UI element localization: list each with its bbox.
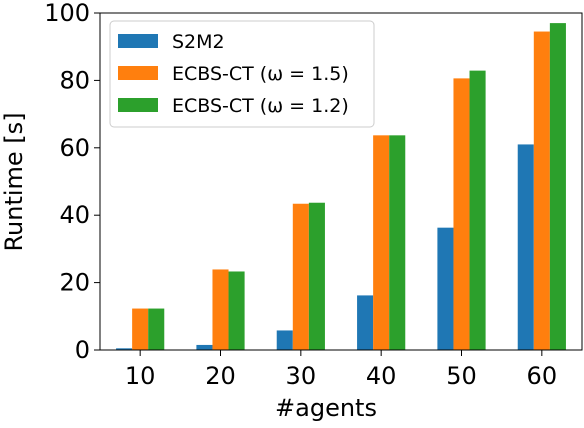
y-tick-label: 20 bbox=[59, 269, 90, 297]
x-tick-label: 50 bbox=[446, 362, 477, 390]
bar-s2m2-40 bbox=[357, 295, 373, 350]
bar-ecbs-ct-1-2--10 bbox=[148, 309, 164, 350]
y-tick-label: 100 bbox=[44, 0, 90, 27]
bar-s2m2-30 bbox=[277, 330, 293, 350]
bar-ecbs-ct-1-2--60 bbox=[550, 23, 566, 350]
bar-s2m2-50 bbox=[437, 228, 453, 350]
bar-ecbs-ct-1-5--50 bbox=[453, 78, 469, 350]
x-tick-label: 60 bbox=[527, 362, 558, 390]
bar-ecbs-ct-1-5--60 bbox=[534, 32, 550, 350]
x-tick-label: 20 bbox=[205, 362, 236, 390]
bar-ecbs-ct-1-5--20 bbox=[212, 269, 228, 350]
x-tick-label: 40 bbox=[366, 362, 397, 390]
bar-ecbs-ct-1-5--10 bbox=[132, 309, 148, 350]
bar-ecbs-ct-1-2--20 bbox=[229, 271, 245, 350]
x-tick-label: 30 bbox=[286, 362, 317, 390]
y-axis-label: Runtime [s] bbox=[0, 112, 28, 251]
bar-s2m2-60 bbox=[518, 144, 534, 350]
legend-label: ECBS-CT (ω = 1.2) bbox=[172, 95, 349, 117]
bar-s2m2-20 bbox=[196, 345, 212, 350]
y-tick-label: 60 bbox=[59, 134, 90, 162]
legend-label: ECBS-CT (ω = 1.5) bbox=[172, 63, 349, 85]
y-tick-label: 80 bbox=[59, 66, 90, 94]
legend-swatch bbox=[118, 98, 158, 112]
legend: S2M2 ECBS-CT (ω = 1.5) ECBS-CT (ω = 1.2) bbox=[110, 21, 374, 127]
x-tick-label: 10 bbox=[125, 362, 156, 390]
bar-ecbs-ct-1-2--40 bbox=[389, 135, 405, 350]
y-tick-label: 40 bbox=[59, 201, 90, 229]
y-tick-label: 0 bbox=[75, 336, 90, 364]
legend-label: S2M2 bbox=[172, 31, 225, 53]
x-axis-label: #agents bbox=[275, 394, 377, 422]
bar-ecbs-ct-1-2--30 bbox=[309, 203, 325, 350]
bar-ecbs-ct-1-5--30 bbox=[293, 204, 309, 350]
legend-swatch bbox=[118, 34, 158, 48]
bar-ecbs-ct-1-2--50 bbox=[470, 71, 486, 350]
legend-swatch bbox=[118, 66, 158, 80]
bar-ecbs-ct-1-5--40 bbox=[373, 135, 389, 350]
